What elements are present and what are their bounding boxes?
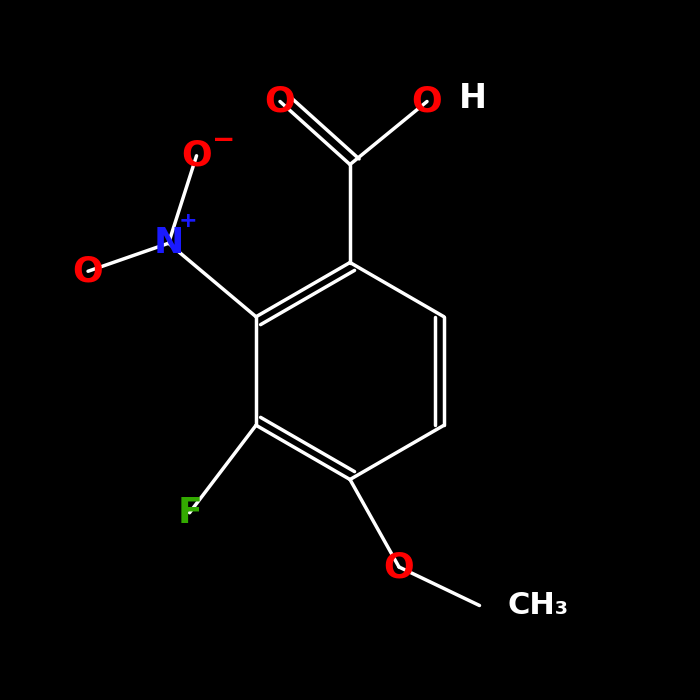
- Text: O: O: [265, 85, 295, 118]
- Text: +: +: [178, 211, 197, 231]
- Text: O: O: [384, 550, 414, 584]
- Text: −: −: [211, 126, 235, 155]
- Text: N: N: [153, 226, 183, 260]
- Text: O: O: [412, 85, 442, 118]
- Text: H: H: [458, 81, 486, 115]
- Text: F: F: [177, 496, 202, 530]
- Text: O: O: [181, 139, 212, 173]
- Text: CH₃: CH₃: [508, 591, 568, 620]
- Text: O: O: [73, 254, 104, 288]
